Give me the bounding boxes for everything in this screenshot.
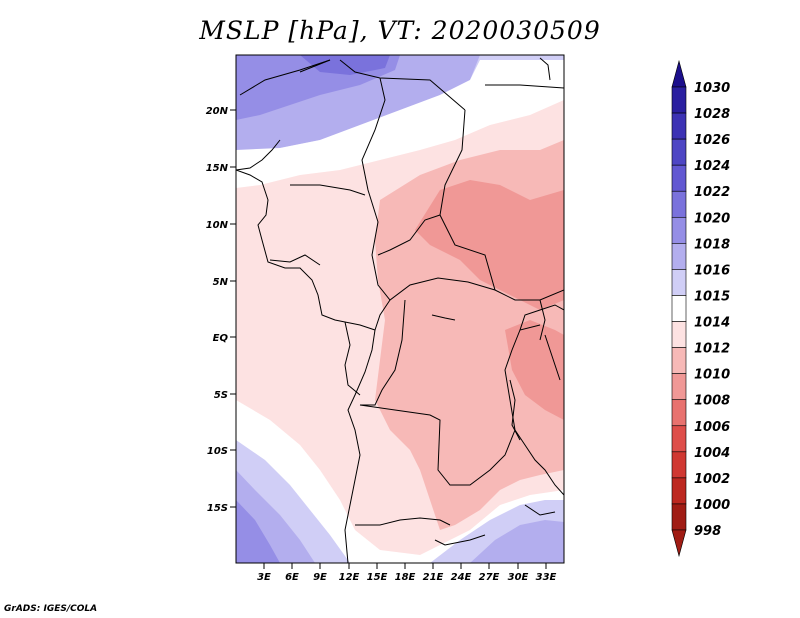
- colorbar-label-1024: 1024: [694, 159, 730, 174]
- lon-label-27e: 27E: [479, 572, 500, 583]
- lat-label-eq: EQ: [213, 333, 229, 344]
- colorbar-bottom-cap: [671, 529, 687, 558]
- lat-label-5n: 5N: [213, 277, 229, 288]
- lon-label-12e: 12E: [339, 572, 360, 583]
- colorbar-label-1012: 1012: [694, 342, 730, 357]
- lon-label-6e: 6E: [285, 572, 299, 583]
- lon-label-18e: 18E: [395, 572, 416, 583]
- lat-label-10n: 10N: [206, 220, 229, 231]
- pressure-field: [236, 55, 564, 563]
- lat-axis: 20N 15N 10N 5N EQ 5S 10S 15S: [206, 106, 236, 514]
- lon-label-30e: 30E: [508, 572, 529, 583]
- colorbar-label-1000: 1000: [694, 498, 730, 513]
- colorbar-segment-1026: [671, 112, 687, 140]
- colorbar-segment-998: [671, 503, 687, 531]
- colorbar-segment-1016: [671, 243, 687, 270]
- lon-label-9e: 9E: [313, 572, 327, 583]
- lon-axis: 3E 6E 9E 12E 15E 18E 21E 24E 27E 30E 33E: [257, 563, 557, 583]
- colorbar-segment-1012: [671, 321, 687, 348]
- colorbar-segment-1006: [671, 399, 687, 427]
- colorbar-label-1010: 1010: [694, 368, 730, 383]
- colorbar-segment-1022: [671, 164, 687, 192]
- colorbar-label-1022: 1022: [694, 185, 730, 200]
- colorbar-label-1028: 1028: [694, 107, 730, 122]
- colorbar-segment-1002: [671, 451, 687, 479]
- colorbar-segment-1008: [671, 373, 687, 401]
- colorbar-label-1015: 1015: [694, 289, 730, 304]
- map-frame: [235, 54, 565, 564]
- colorbar-label-1014: 1014: [694, 316, 730, 331]
- colorbar-segment-1014: [671, 295, 687, 322]
- colorbar-label-1002: 1002: [694, 472, 730, 487]
- colorbar-label-998: 998: [694, 524, 721, 539]
- colorbar-top-cap: [671, 59, 687, 88]
- lon-label-15e: 15E: [367, 572, 388, 583]
- grads-credit: GrADS: IGES/COLA: [4, 604, 98, 614]
- colorbar-label-1004: 1004: [694, 446, 730, 461]
- colorbar-segment-1000: [671, 477, 687, 505]
- colorbar-label-1026: 1026: [694, 133, 730, 148]
- lon-label-3e: 3E: [257, 572, 271, 583]
- colorbar-segment-1024: [671, 138, 687, 166]
- lon-label-33e: 33E: [536, 572, 557, 583]
- lon-label-21e: 21E: [423, 572, 444, 583]
- colorbar: 1030 1028 1026 1024 1022 1020 1018 1016 1015 1014…: [671, 59, 730, 558]
- colorbar-label-1016: 1016: [694, 263, 730, 278]
- colorbar-label-1006: 1006: [694, 420, 730, 435]
- country-borders: [236, 57, 564, 563]
- lat-label-10s: 10S: [207, 446, 228, 457]
- colorbar-segment-1020: [671, 190, 687, 218]
- colorbar-segment-1010: [671, 347, 687, 374]
- colorbar-segment-1018: [671, 216, 687, 244]
- colorbar-label-1008: 1008: [694, 394, 730, 409]
- colorbar-segment-1028: [671, 86, 687, 114]
- colorbar-segment-1015: [671, 269, 687, 296]
- lon-label-24e: 24E: [451, 572, 472, 583]
- map-title: MSLP [hPa], VT: 2020030509: [199, 16, 601, 45]
- colorbar-label-1030: 1030: [694, 81, 730, 96]
- lat-label-20n: 20N: [206, 106, 229, 117]
- lat-label-15n: 15N: [206, 163, 229, 174]
- colorbar-segment-1004: [671, 425, 687, 453]
- lat-label-5s: 5S: [214, 390, 228, 401]
- lat-label-15s: 15S: [207, 503, 228, 514]
- colorbar-label-1020: 1020: [694, 211, 730, 226]
- colorbar-label-1018: 1018: [694, 237, 730, 252]
